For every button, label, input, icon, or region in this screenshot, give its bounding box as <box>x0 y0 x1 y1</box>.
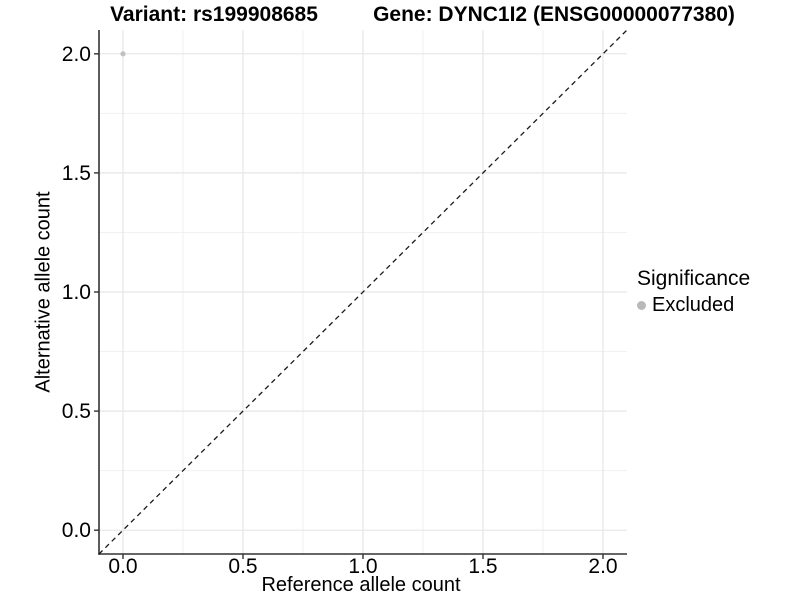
legend-item-label: Excluded <box>652 294 735 316</box>
y-tick-label: 2.0 <box>62 43 91 66</box>
x-tick-label: 2.0 <box>588 555 617 578</box>
x-tick-label: 0.5 <box>228 555 257 578</box>
legend: Significance Excluded <box>637 266 750 317</box>
plot-title-variant: Variant: rs199908685 <box>110 3 318 26</box>
identity-line-dashed <box>98 29 628 555</box>
x-axis-label: Reference allele count <box>261 574 461 596</box>
x-tick-label: 1.0 <box>348 555 377 578</box>
x-tick-label: 1.5 <box>468 555 497 578</box>
y-tick-label: 0.5 <box>62 400 91 423</box>
data-point <box>120 51 126 57</box>
y-tick-label: 1.0 <box>62 281 91 304</box>
legend-item-excluded: Excluded <box>637 294 750 317</box>
y-tick-label: 1.5 <box>62 162 91 185</box>
legend-marker-circle-icon <box>637 301 646 310</box>
y-axis-label: Alternative allele count <box>32 191 55 393</box>
plot-title-gene: Gene: DYNC1I2 (ENSG00000077380) <box>373 3 735 26</box>
y-tick-label: 0.0 <box>62 519 91 542</box>
x-tick-label: 0.0 <box>108 555 137 578</box>
legend-title: Significance <box>637 267 751 290</box>
